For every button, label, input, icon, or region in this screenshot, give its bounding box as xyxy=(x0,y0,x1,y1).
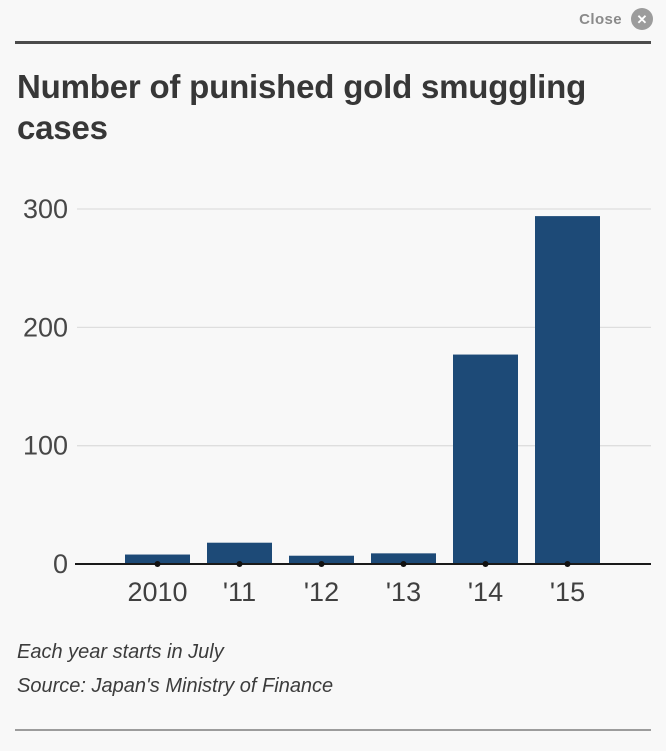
bottom-divider xyxy=(15,729,651,731)
x-tick-label-'13: '13 xyxy=(386,577,421,607)
x-tick-label-2010: 2010 xyxy=(127,577,187,607)
chart-note: Each year starts in July xyxy=(17,641,224,663)
close-icon: ✕ xyxy=(631,8,653,30)
axis-dot-'12 xyxy=(318,561,325,567)
y-tick-label-100: 100 xyxy=(23,431,68,461)
y-tick-label-300: 300 xyxy=(23,194,68,224)
chart-footnotes: Each year starts in July Source: Japan's… xyxy=(17,641,649,709)
y-tick-label-200: 200 xyxy=(23,312,68,342)
x-tick-label-'12: '12 xyxy=(304,577,339,607)
bar-2010 xyxy=(125,554,190,564)
bar-'12 xyxy=(289,555,354,564)
bar-chart: 0 100 200 300 2010 '11 '12 '13 '14 '15 xyxy=(0,170,666,615)
axis-dot-'14 xyxy=(482,561,489,567)
bar-'15 xyxy=(535,216,600,564)
bar-chart-svg: 0 100 200 300 2010 '11 '12 '13 '14 '15 xyxy=(23,194,651,607)
axis-dot-'11 xyxy=(236,561,243,567)
bar-'13 xyxy=(371,553,436,564)
close-button-label: Close xyxy=(579,10,622,28)
close-button[interactable]: Close ✕ xyxy=(579,8,653,30)
x-tick-label-'14: '14 xyxy=(468,577,503,607)
axis-dot-'15 xyxy=(564,561,571,567)
chart-source: Source: Japan's Ministry of Finance xyxy=(17,675,334,697)
y-tick-label-0: 0 xyxy=(53,549,68,579)
x-tick-label-'11: '11 xyxy=(223,577,256,607)
axis-dot-'13 xyxy=(400,561,407,567)
card-top-divider xyxy=(15,41,651,44)
bar-'11 xyxy=(207,542,272,564)
bar-'14 xyxy=(453,354,518,564)
modal-header: Close ✕ xyxy=(579,8,653,30)
chart-title: Number of punished gold smuggling cases xyxy=(17,68,587,146)
axis-dot-2010 xyxy=(154,561,161,567)
x-tick-label-'15: '15 xyxy=(550,577,585,607)
